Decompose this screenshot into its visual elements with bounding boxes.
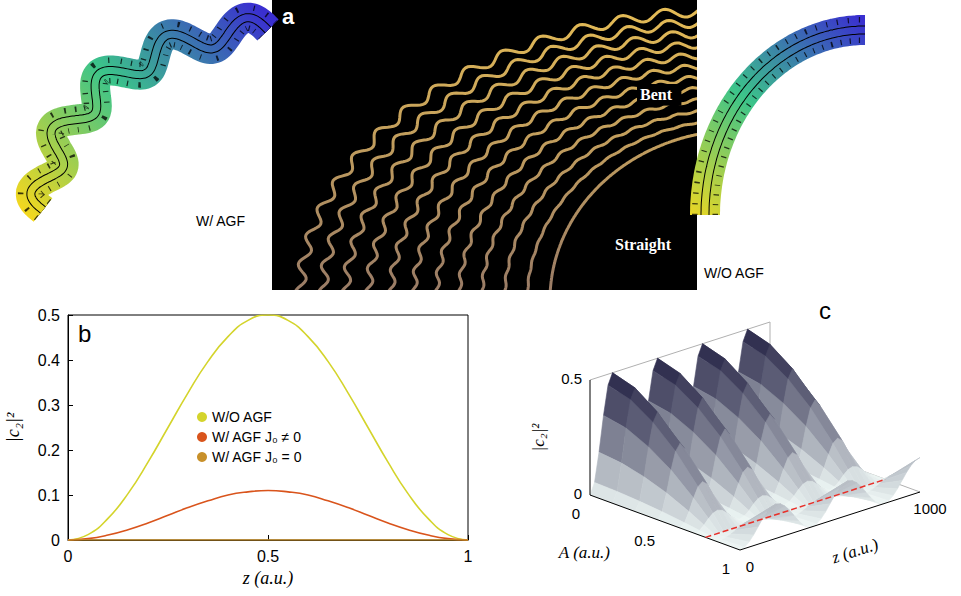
- svg-text:c: c: [819, 297, 831, 324]
- svg-text:|c₂|²: |c₂|²: [529, 423, 548, 452]
- svg-text:0.2: 0.2: [38, 442, 60, 459]
- svg-text:0: 0: [572, 505, 580, 522]
- svg-text:0: 0: [746, 558, 754, 575]
- svg-text:W/O AGF: W/O AGF: [704, 265, 764, 281]
- svg-text:0.5: 0.5: [257, 548, 279, 565]
- svg-text:1: 1: [464, 548, 473, 565]
- svg-text:b: b: [78, 320, 91, 347]
- svg-text:|c₂|²: |c₂|²: [3, 412, 23, 442]
- svg-text:W/O AGF: W/O AGF: [212, 409, 272, 425]
- svg-text:0: 0: [64, 548, 73, 565]
- svg-text:Straight: Straight: [615, 236, 672, 254]
- svg-text:z (a.u.): z (a.u.): [828, 535, 880, 568]
- svg-text:0.1: 0.1: [38, 487, 60, 504]
- svg-text:z (a.u.): z (a.u.): [242, 568, 294, 589]
- svg-text:A (a.u.): A (a.u.): [558, 543, 610, 562]
- svg-text:W/ AGF: W/ AGF: [196, 213, 245, 229]
- svg-text:1: 1: [722, 560, 730, 577]
- svg-text:0: 0: [574, 485, 582, 502]
- svg-text:0.5: 0.5: [38, 307, 60, 324]
- svg-text:0.3: 0.3: [38, 397, 60, 414]
- svg-text:0.5: 0.5: [561, 370, 582, 387]
- svg-text:0: 0: [51, 532, 60, 549]
- svg-text:W/ AGF J₀ ≠ 0: W/ AGF J₀ ≠ 0: [212, 429, 301, 445]
- svg-text:0.4: 0.4: [38, 352, 60, 369]
- svg-text:1000: 1000: [913, 500, 946, 517]
- svg-text:0.5: 0.5: [634, 532, 655, 549]
- svg-text:Bent: Bent: [640, 86, 673, 103]
- svg-text:W/ AGF J₀ = 0: W/ AGF J₀ = 0: [212, 449, 302, 465]
- svg-text:a: a: [282, 4, 295, 29]
